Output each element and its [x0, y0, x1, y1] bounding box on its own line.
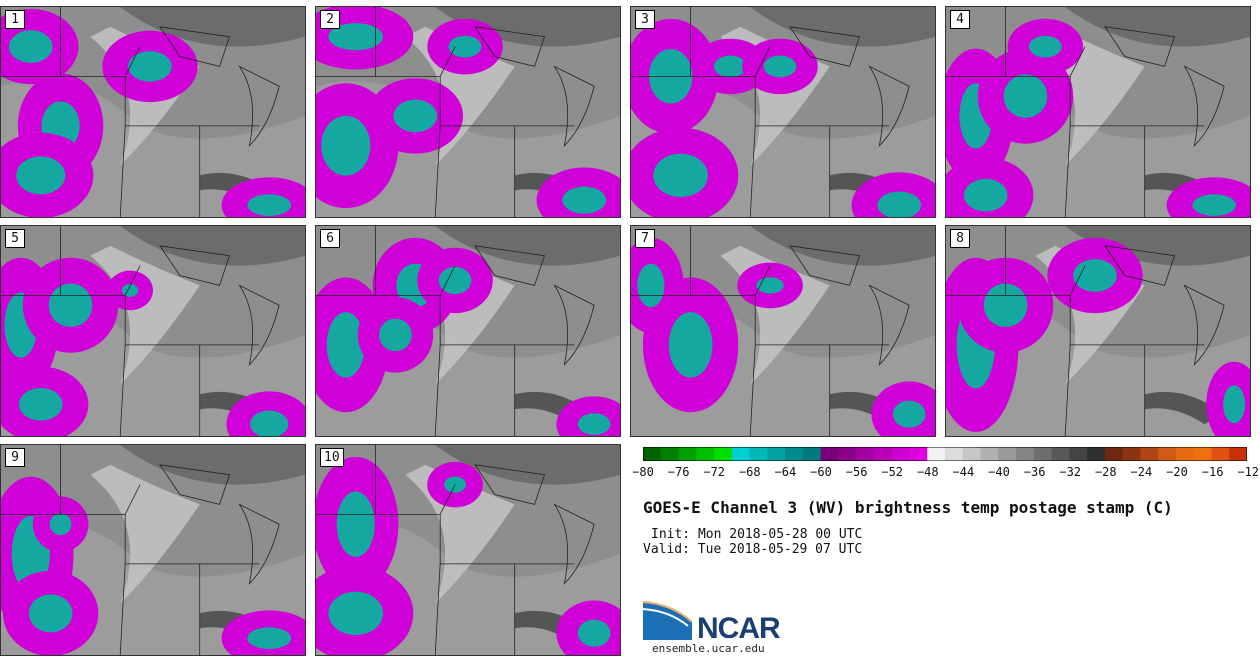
colorbar-swatch: [1140, 447, 1159, 461]
colorbar-swatch: [927, 447, 946, 461]
colorbar-swatch: [731, 447, 751, 461]
colorbar-swatch: [1211, 447, 1230, 461]
colorbar-tick-label: −56: [845, 465, 868, 479]
colorbar-swatch: [678, 447, 697, 461]
colorbar-swatch: [1229, 447, 1247, 461]
stamp-panel-7: 7: [630, 225, 936, 437]
stamp-number: 6: [320, 229, 340, 248]
colorbar-swatch: [1069, 447, 1088, 461]
colorbar-swatch: [838, 447, 857, 461]
colorbar-swatch: [873, 447, 893, 461]
colorbar-tick-label: −36: [1023, 465, 1046, 479]
colorbar-tick-label: −60: [810, 465, 832, 479]
colorbar-swatch: [643, 447, 662, 461]
colorbar-tick-label: −20: [1166, 465, 1188, 479]
colorbar-swatch: [1193, 447, 1212, 461]
colorbar-swatch: [1122, 447, 1141, 461]
colorbar-swatch: [1016, 447, 1035, 461]
stamp-number: 7: [635, 229, 655, 248]
colorbar-swatch: [660, 447, 680, 461]
colorbar-swatch: [909, 447, 928, 461]
stamp-panel-10: 10: [315, 444, 621, 656]
ncar-logo-icon: [642, 601, 693, 640]
colorbar-swatch: [998, 447, 1017, 461]
colorbar-swatch: [802, 447, 822, 461]
colorbar-swatch: [1051, 447, 1070, 461]
colorbar-swatch: [767, 447, 786, 461]
colorbar-tick-label: −52: [881, 465, 904, 479]
stamp-panel-2: 2: [315, 6, 621, 218]
colorbar: [643, 447, 1247, 461]
chart-title: GOES-E Channel 3 (WV) brightness temp po…: [643, 498, 1173, 517]
ncar-logo-text: NCAR: [697, 612, 781, 645]
stamp-panel-4: 4: [945, 6, 1251, 218]
colorbar-swatch: [785, 447, 804, 461]
stamp-panel-9: 9: [0, 444, 306, 656]
stamp-number: 5: [5, 229, 25, 248]
colorbar-swatch: [749, 447, 768, 461]
valid-time: Valid: Tue 2018-05-29 07 UTC: [643, 542, 863, 557]
stamp-number: 8: [950, 229, 970, 248]
stamp-number: 10: [320, 448, 344, 467]
colorbar-tick-label: −72: [703, 465, 726, 479]
colorbar-swatch: [980, 447, 999, 461]
colorbar-swatch: [891, 447, 910, 461]
colorbar-tick-label: −80: [632, 465, 654, 479]
colorbar-swatch: [962, 447, 982, 461]
site-url: ensemble.ucar.edu: [652, 642, 765, 655]
colorbar-tick-label: −76: [667, 465, 690, 479]
colorbar-swatch: [1087, 447, 1106, 461]
colorbar-swatch: [856, 447, 875, 461]
colorbar-swatch: [945, 447, 964, 461]
colorbar-swatch: [1175, 447, 1195, 461]
colorbar-tick-label: −28: [1094, 465, 1117, 479]
init-time: Init: Mon 2018-05-28 00 UTC: [651, 527, 863, 542]
colorbar-tick-label: −68: [738, 465, 761, 479]
stamp-number: 9: [5, 448, 25, 467]
stamp-number: 1: [5, 10, 25, 29]
colorbar-tick-label: −16: [1201, 465, 1224, 479]
colorbar-swatch: [696, 447, 715, 461]
colorbar-swatch: [714, 447, 733, 461]
colorbar-tick-label: −44: [952, 465, 975, 479]
stamp-number: 4: [950, 10, 970, 29]
colorbar-tick-label: −40: [988, 465, 1010, 479]
colorbar-tick-label: −12: [1237, 465, 1260, 479]
stamp-number: 3: [635, 10, 655, 29]
stamp-number: 2: [320, 10, 340, 29]
colorbar-tick-label: −32: [1059, 465, 1082, 479]
colorbar-swatch: [820, 447, 839, 461]
stamp-panel-5: 5: [0, 225, 306, 437]
stamp-panel-3: 3: [630, 6, 936, 218]
stamp-panel-6: 6: [315, 225, 621, 437]
colorbar-swatch: [1158, 447, 1177, 461]
colorbar-swatch: [1104, 447, 1124, 461]
colorbar-swatch: [1033, 447, 1053, 461]
colorbar-tick-label: −64: [774, 465, 797, 479]
colorbar-tick-label: −24: [1130, 465, 1153, 479]
stamp-panel-8: 8: [945, 225, 1251, 437]
stamp-panel-1: 1: [0, 6, 306, 218]
colorbar-tick-label: −48: [916, 465, 939, 479]
